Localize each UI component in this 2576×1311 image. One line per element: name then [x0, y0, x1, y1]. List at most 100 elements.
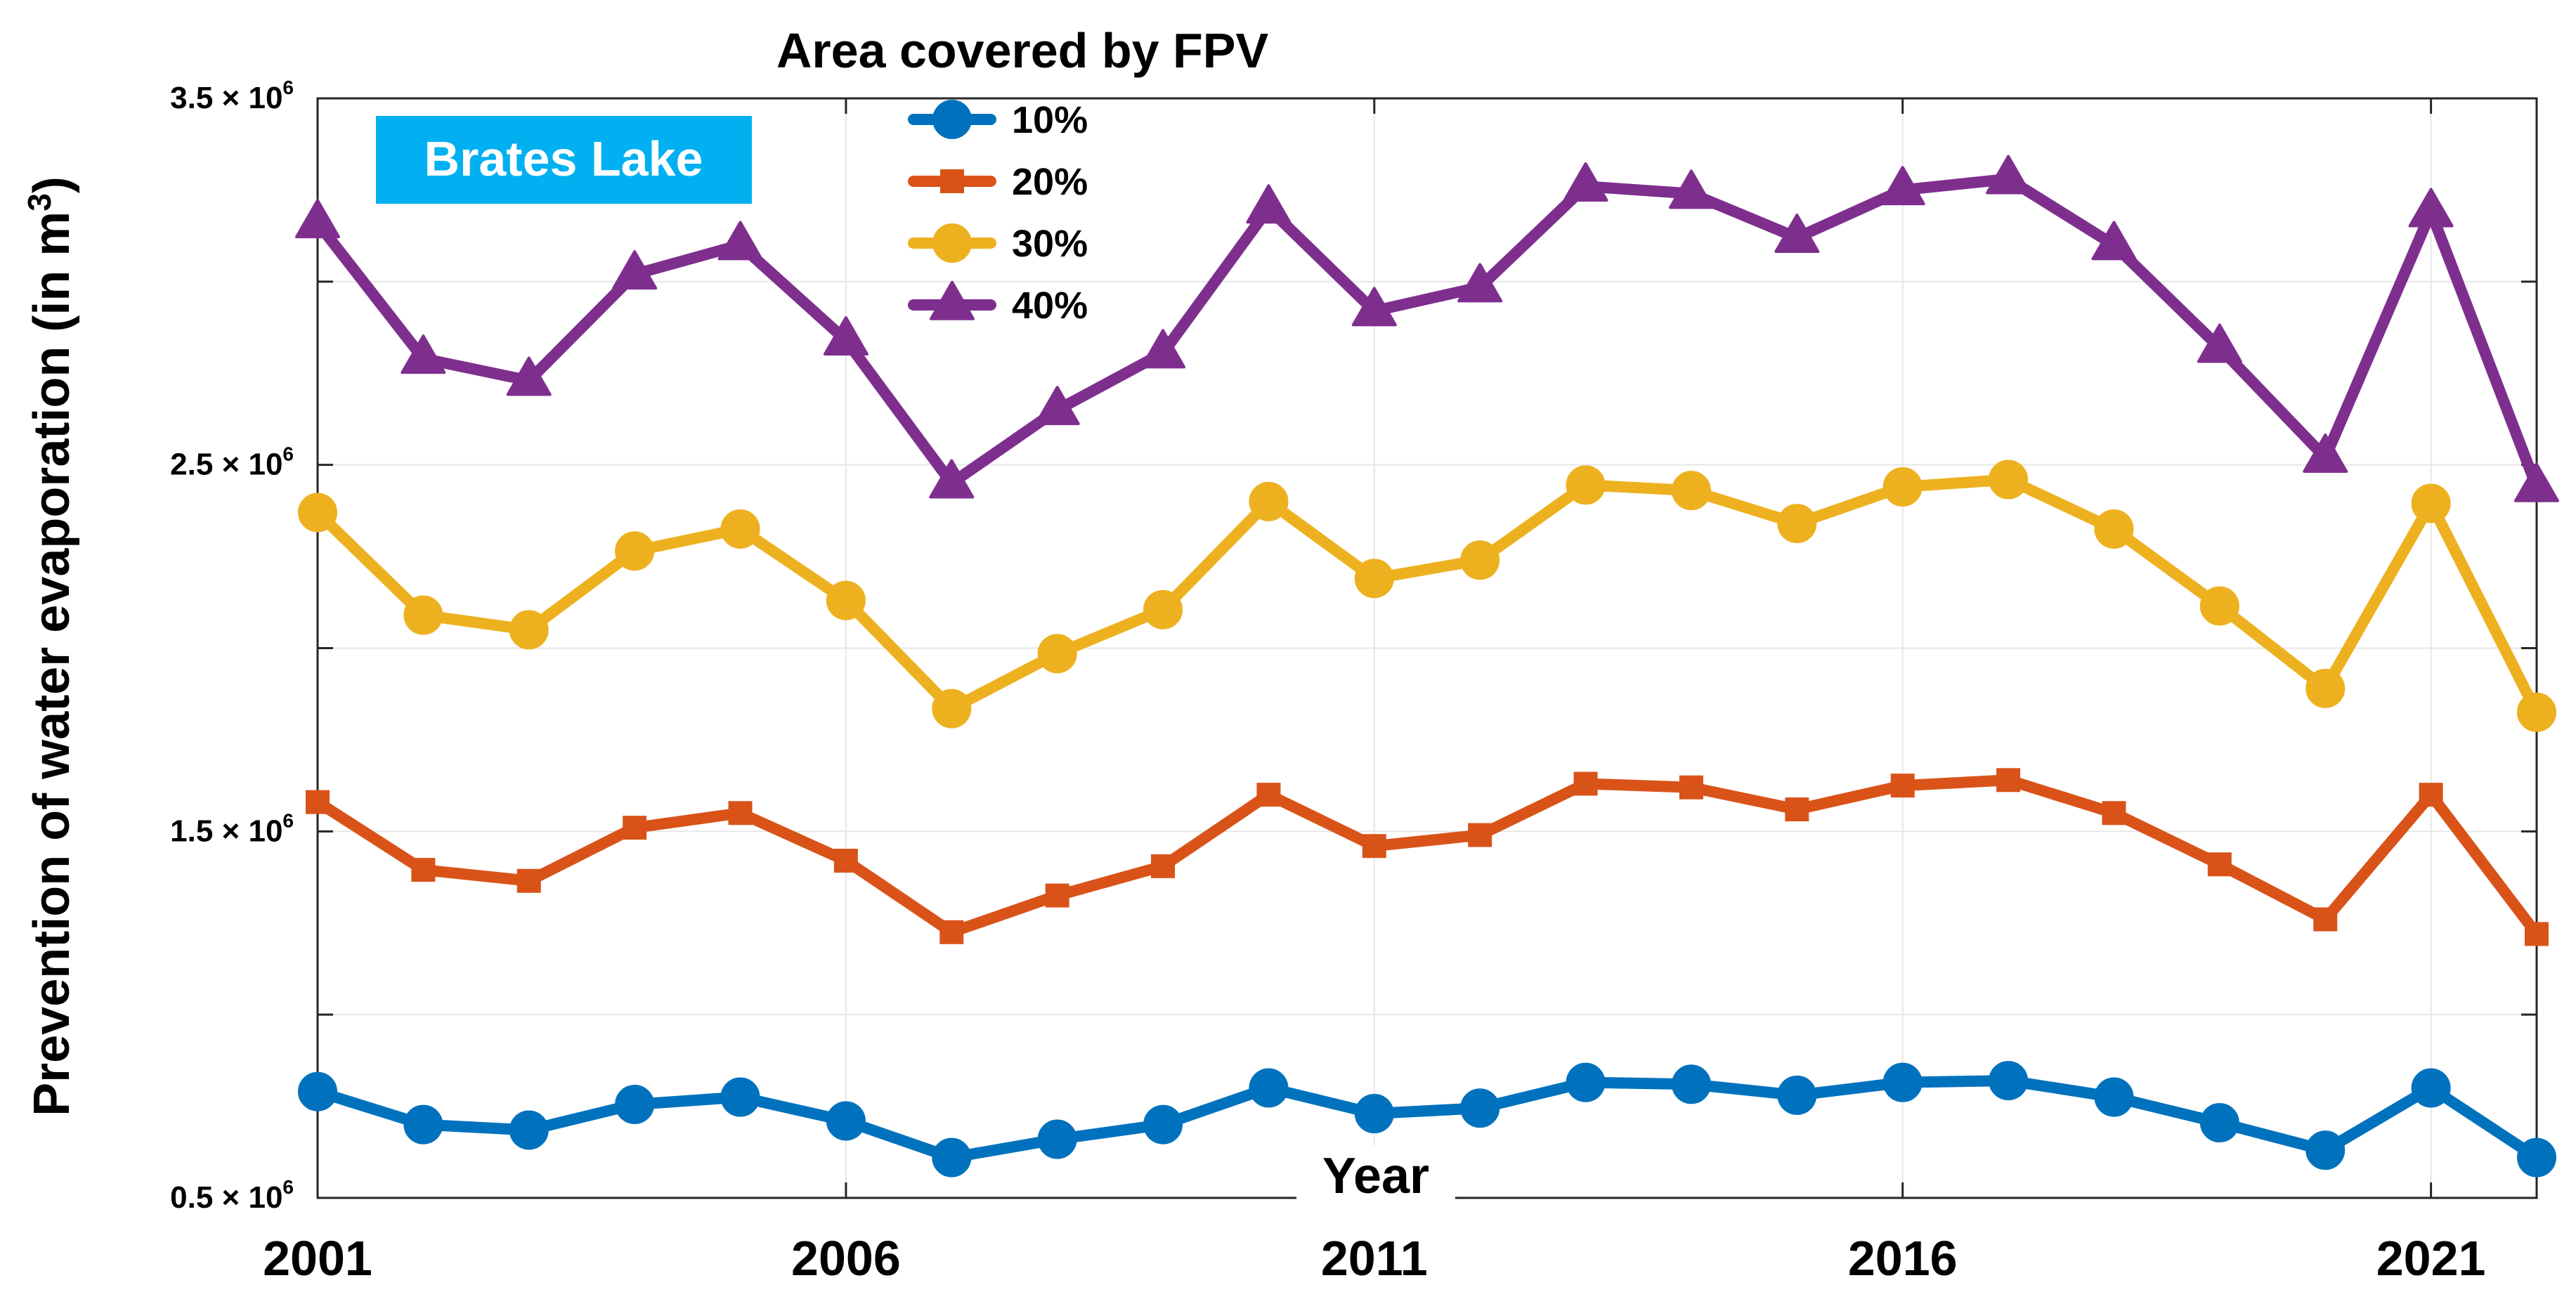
y-axis-title-suffix: ) — [24, 176, 80, 193]
data-point — [1354, 559, 1394, 599]
x-tick-label: 2006 — [791, 1231, 901, 1286]
legend-item: 40% — [908, 280, 1088, 327]
y-tick-label: 1.5 × 106 — [170, 809, 294, 848]
legend-title: Area covered by FPV — [776, 23, 1269, 78]
y-tick-label-mantissa: 1.5 × 10 — [170, 814, 282, 848]
data-point — [823, 316, 869, 356]
legend-label: 10% — [1012, 99, 1088, 141]
legend-marker — [932, 223, 972, 263]
data-point — [720, 1077, 760, 1117]
x-tick-label: 2011 — [1321, 1231, 1428, 1286]
data-point — [1460, 540, 1500, 580]
data-point — [2305, 1130, 2346, 1170]
y-tick-label: 0.5 × 106 — [170, 1176, 294, 1215]
data-point — [2419, 783, 2443, 807]
data-point — [2514, 462, 2559, 502]
data-point — [1566, 465, 1606, 505]
data-point — [1354, 1094, 1394, 1134]
data-point — [509, 610, 549, 650]
data-point — [1045, 883, 1069, 908]
data-point — [1563, 162, 1608, 202]
y-tick-label-exponent: 6 — [282, 1176, 294, 1198]
data-point — [2197, 323, 2242, 363]
data-point — [2094, 1077, 2134, 1117]
lake-badge-background — [376, 116, 752, 204]
data-point — [1882, 467, 1923, 507]
lake-badge: Brates Lake — [376, 116, 752, 204]
legend-item: 20% — [908, 161, 1088, 203]
y-tick-label-exponent: 6 — [282, 443, 294, 465]
y-tick-label-exponent: 6 — [282, 77, 294, 98]
data-point — [1785, 797, 1809, 822]
y-axis-title-main: Prevention of water evaporation (in m — [24, 211, 80, 1116]
data-point — [298, 1071, 337, 1111]
y-tick-label-mantissa: 0.5 × 10 — [170, 1180, 282, 1215]
legend-label: 30% — [1012, 223, 1088, 265]
data-point — [1037, 634, 1077, 674]
data-point — [826, 1101, 866, 1141]
data-point — [1882, 1062, 1923, 1102]
data-point — [411, 858, 436, 882]
data-point — [1986, 155, 2031, 195]
series-10pct — [298, 1061, 2556, 1178]
data-point — [1143, 589, 1183, 630]
legend: Area covered by FPV 10% 20% 30% 40% — [776, 23, 1269, 327]
data-point — [932, 689, 972, 729]
data-point — [298, 493, 337, 533]
legend-item: 30% — [908, 223, 1088, 265]
data-point — [2411, 1068, 2451, 1108]
data-point — [612, 250, 658, 290]
legend-items: 10% 20% 30% 40% — [908, 99, 1088, 327]
data-point — [403, 595, 443, 635]
data-point — [932, 1137, 972, 1178]
data-point — [1037, 1119, 1077, 1159]
data-point — [1362, 834, 1386, 859]
data-point — [1777, 504, 1817, 544]
data-point — [516, 868, 541, 893]
x-axis-title: Year — [1322, 1148, 1429, 1204]
data-point — [1996, 768, 2021, 793]
data-point — [2305, 668, 2346, 708]
y-tick-label-mantissa: 2.5 × 10 — [170, 448, 282, 482]
data-point — [728, 801, 753, 826]
data-point — [295, 199, 340, 239]
data-point — [939, 920, 964, 944]
data-point — [2091, 221, 2137, 261]
data-point — [2094, 509, 2134, 549]
data-point — [2517, 1137, 2556, 1178]
series-40pct — [295, 155, 2559, 502]
data-point — [615, 531, 655, 571]
data-point — [1034, 386, 1080, 426]
lake-badge-label: Brates Lake — [424, 131, 703, 186]
data-point — [2199, 586, 2239, 626]
data-point — [833, 849, 858, 873]
data-point — [1143, 1104, 1183, 1144]
data-point — [929, 459, 975, 499]
data-point — [720, 509, 760, 549]
legend-marker — [930, 280, 975, 320]
data-point — [401, 334, 446, 374]
legend-label: 20% — [1012, 161, 1088, 203]
data-point — [1774, 213, 1820, 253]
x-tick-label: 2021 — [2376, 1231, 2486, 1286]
data-point — [1249, 481, 1289, 521]
data-point — [1151, 854, 1176, 878]
y-tick-label-exponent: 6 — [282, 809, 294, 831]
y-axis-title-superscript: 3 — [21, 193, 58, 211]
data-point — [2199, 1103, 2239, 1143]
data-point — [1256, 783, 1281, 807]
data-point — [506, 356, 552, 396]
series-lines — [295, 155, 2559, 1178]
data-point — [2303, 433, 2348, 473]
y-tick-label: 3.5 × 106 — [170, 77, 294, 115]
data-point — [1777, 1075, 1817, 1115]
series-line — [312, 774, 2542, 940]
data-point — [1671, 1064, 1711, 1104]
data-point — [1671, 471, 1711, 511]
data-point — [2313, 907, 2338, 932]
data-point — [615, 1084, 655, 1124]
x-tick-label: 2016 — [1848, 1231, 1958, 1286]
data-point — [1679, 775, 1703, 800]
series-20pct — [306, 768, 2549, 946]
